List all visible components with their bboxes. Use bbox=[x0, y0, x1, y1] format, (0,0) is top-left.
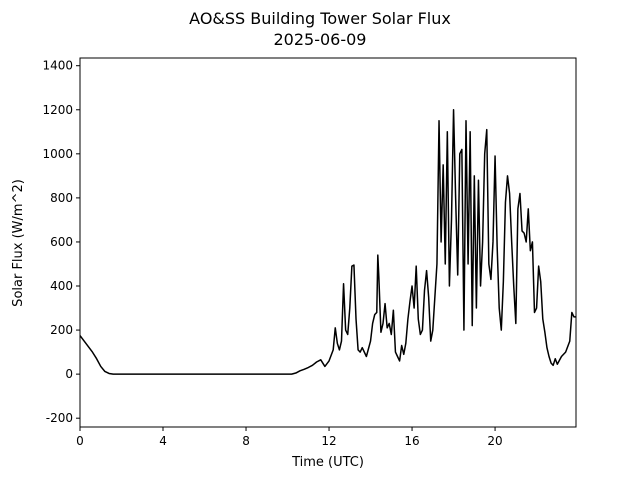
x-axis-label: Time (UTC) bbox=[291, 455, 364, 470]
x-tick-label: 12 bbox=[321, 434, 336, 448]
y-tick-label: 200 bbox=[50, 323, 73, 337]
y-tick-label: 1200 bbox=[42, 103, 73, 117]
x-tick-label: 0 bbox=[76, 434, 84, 448]
y-axis-label: Solar Flux (W/m^2) bbox=[11, 179, 26, 307]
y-tick-label: 600 bbox=[50, 235, 73, 249]
chart-title: AO&SS Building Tower Solar Flux bbox=[189, 9, 451, 28]
x-tick-label: 8 bbox=[242, 434, 250, 448]
y-tick-label: 800 bbox=[50, 191, 73, 205]
y-tick-label: 1000 bbox=[42, 147, 73, 161]
chart-subtitle: 2025-06-09 bbox=[274, 30, 367, 49]
y-tick-label: 1400 bbox=[42, 59, 73, 73]
data-line bbox=[79, 109, 576, 375]
x-tick-label: 20 bbox=[487, 434, 502, 448]
x-tick-label: 16 bbox=[404, 434, 419, 448]
y-tick-label: -200 bbox=[46, 411, 73, 425]
plot-frame bbox=[79, 57, 577, 428]
y-tick-label: 0 bbox=[65, 367, 73, 381]
y-tick-label: 400 bbox=[50, 279, 73, 293]
x-tick-label: 4 bbox=[159, 434, 167, 448]
